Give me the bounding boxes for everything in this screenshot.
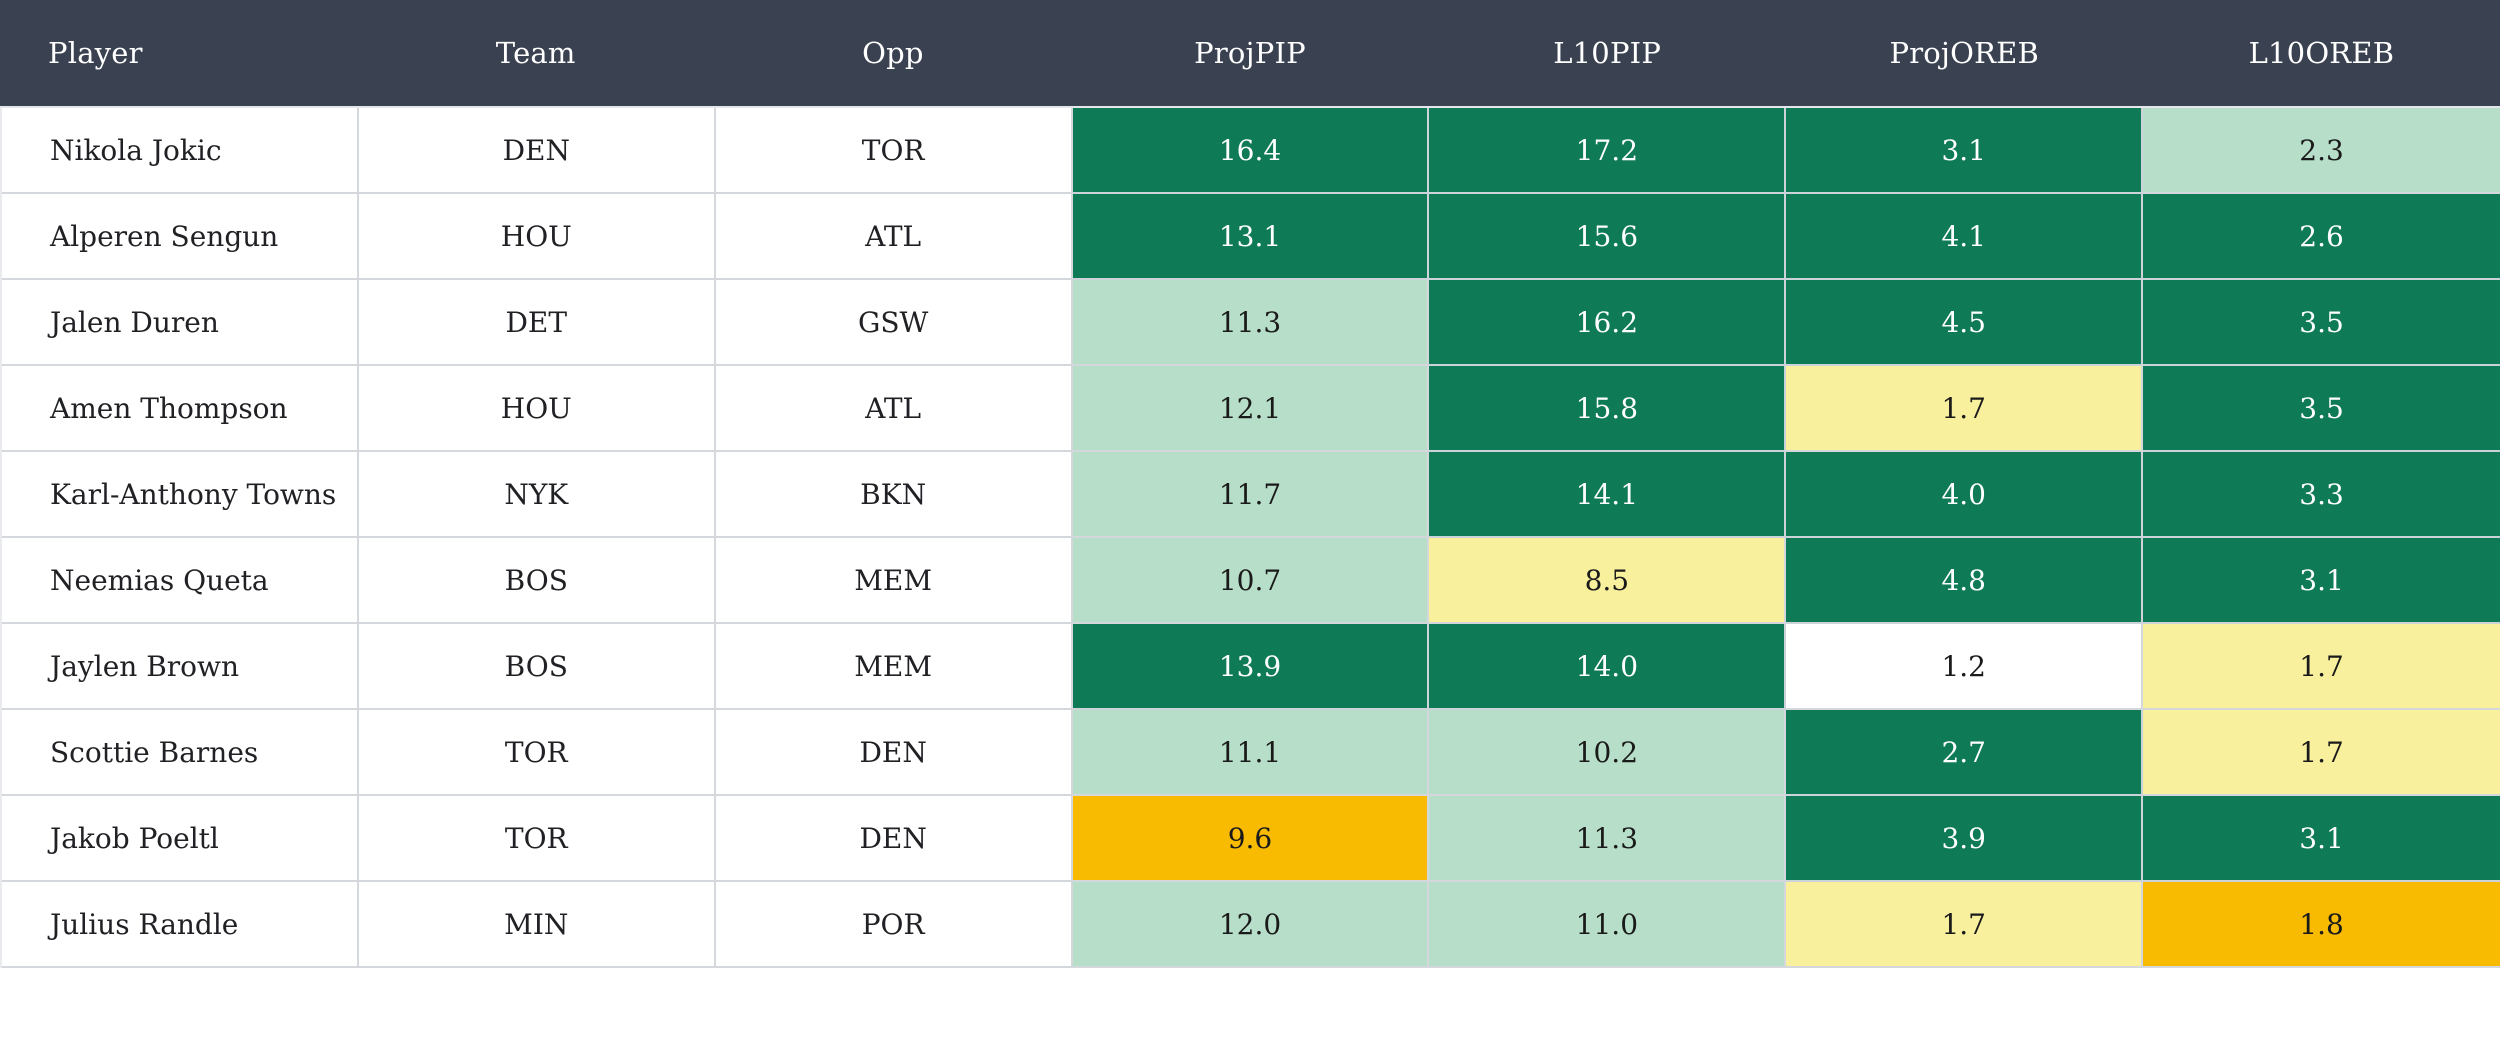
opp-cell: MEM [715,538,1073,624]
stat-cell-projpip: 12.1 [1072,366,1430,452]
stat-cell-projoreb: 1.7 [1786,366,2144,452]
stat-cell-l10pip: 15.8 [1429,366,1787,452]
stat-cell-projoreb: 3.9 [1786,796,2144,882]
column-header-opp[interactable]: Opp [862,36,924,70]
opp-cell: ATL [715,194,1073,280]
stat-cell-l10pip: 17.2 [1429,108,1787,194]
player-cell: Alperen Sengun [2,194,359,280]
table-row: Alperen Sengun HOU ATL 13.1 15.6 4.1 2.6 [2,194,2500,280]
stat-cell-l10oreb: 3.1 [2143,796,2500,882]
table-row: Amen Thompson HOU ATL 12.1 15.8 1.7 3.5 [2,366,2500,452]
opp-cell: MEM [715,624,1073,710]
column-header-team[interactable]: Team [495,36,576,70]
stat-cell-projpip: 13.1 [1072,194,1430,280]
team-cell: BOS [358,538,716,624]
opp-cell: ATL [715,366,1073,452]
team-cell: NYK [358,452,716,538]
player-cell: Julius Randle [2,882,359,968]
opp-cell: DEN [715,796,1073,882]
stat-cell-projpip: 16.4 [1072,108,1430,194]
stat-cell-l10pip: 11.3 [1429,796,1787,882]
stat-cell-projoreb: 4.5 [1786,280,2144,366]
table-body: Nikola Jokic DEN TOR 16.4 17.2 3.1 2.3 A… [0,108,2500,968]
table-row: Julius Randle MIN POR 12.0 11.0 1.7 1.8 [2,882,2500,968]
stat-cell-projpip: 13.9 [1072,624,1430,710]
stat-cell-projpip: 12.0 [1072,882,1430,968]
stat-cell-l10oreb: 2.3 [2143,108,2500,194]
stat-cell-projoreb: 1.7 [1786,882,2144,968]
table-row: Nikola Jokic DEN TOR 16.4 17.2 3.1 2.3 [2,108,2500,194]
opp-cell: POR [715,882,1073,968]
stat-cell-projoreb: 4.1 [1786,194,2144,280]
stat-cell-l10pip: 14.0 [1429,624,1787,710]
table-row: Neemias Queta BOS MEM 10.7 8.5 4.8 3.1 [2,538,2500,624]
team-cell: MIN [358,882,716,968]
player-cell: Jaylen Brown [2,624,359,710]
player-cell: Jalen Duren [2,280,359,366]
stat-cell-projpip: 9.6 [1072,796,1430,882]
column-header-projoreb[interactable]: ProjOREB [1889,36,2040,70]
stat-cell-l10oreb: 1.8 [2143,882,2500,968]
stat-cell-l10oreb: 3.5 [2143,280,2500,366]
stat-cell-l10oreb: 1.7 [2143,710,2500,796]
table-row: Jaylen Brown BOS MEM 13.9 14.0 1.2 1.7 [2,624,2500,710]
stat-cell-l10pip: 11.0 [1429,882,1787,968]
stat-cell-projpip: 10.7 [1072,538,1430,624]
table-row: Karl-Anthony Towns NYK BKN 11.7 14.1 4.0… [2,452,2500,538]
stat-cell-l10pip: 15.6 [1429,194,1787,280]
team-cell: BOS [358,624,716,710]
stat-cell-l10pip: 16.2 [1429,280,1787,366]
stat-cell-l10pip: 8.5 [1429,538,1787,624]
stat-cell-projpip: 11.7 [1072,452,1430,538]
column-header-l10oreb[interactable]: L10OREB [2248,36,2395,70]
team-cell: DEN [358,108,716,194]
stat-cell-projoreb: 4.0 [1786,452,2144,538]
player-cell: Jakob Poeltl [2,796,359,882]
column-header-l10pip[interactable]: L10PIP [1553,36,1662,70]
stat-cell-projoreb: 4.8 [1786,538,2144,624]
stat-cell-projpip: 11.3 [1072,280,1430,366]
stat-cell-l10pip: 14.1 [1429,452,1787,538]
opp-cell: TOR [715,108,1073,194]
stat-cell-projoreb: 1.2 [1786,624,2144,710]
team-cell: HOU [358,194,716,280]
player-cell: Scottie Barnes [2,710,359,796]
player-cell: Karl-Anthony Towns [2,452,359,538]
stat-cell-l10oreb: 2.6 [2143,194,2500,280]
opp-cell: BKN [715,452,1073,538]
table-row: Jakob Poeltl TOR DEN 9.6 11.3 3.9 3.1 [2,796,2500,882]
player-cell: Amen Thompson [2,366,359,452]
team-cell: DET [358,280,716,366]
player-stats-table: Player Team Opp ProjPIP L10PIP ProjOREB … [0,0,2500,968]
stat-cell-l10oreb: 3.1 [2143,538,2500,624]
opp-cell: GSW [715,280,1073,366]
stat-cell-l10oreb: 1.7 [2143,624,2500,710]
column-header-projpip[interactable]: ProjPIP [1194,36,1306,70]
stat-cell-l10pip: 10.2 [1429,710,1787,796]
opp-cell: DEN [715,710,1073,796]
table-row: Scottie Barnes TOR DEN 11.1 10.2 2.7 1.7 [2,710,2500,796]
column-header-player[interactable]: Player [48,36,143,70]
stat-cell-projoreb: 2.7 [1786,710,2144,796]
stat-cell-projpip: 11.1 [1072,710,1430,796]
stat-cell-projoreb: 3.1 [1786,108,2144,194]
table-row: Jalen Duren DET GSW 11.3 16.2 4.5 3.5 [2,280,2500,366]
stat-cell-l10oreb: 3.5 [2143,366,2500,452]
team-cell: TOR [358,710,716,796]
player-cell: Nikola Jokic [2,108,359,194]
player-cell: Neemias Queta [2,538,359,624]
table-header-row: Player Team Opp ProjPIP L10PIP ProjOREB … [0,0,2500,108]
team-cell: TOR [358,796,716,882]
team-cell: HOU [358,366,716,452]
stat-cell-l10oreb: 3.3 [2143,452,2500,538]
